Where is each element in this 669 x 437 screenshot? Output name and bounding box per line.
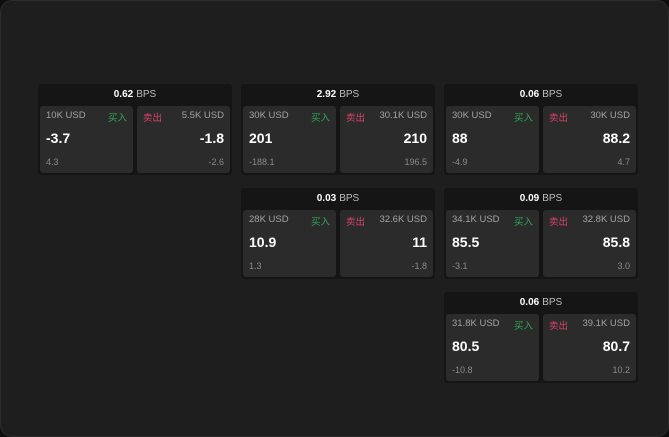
sell-price: -1.8	[199, 130, 224, 146]
sell-size: 39.1K USD	[582, 318, 630, 329]
buy-price: 88	[452, 130, 468, 146]
buy-tile[interactable]: 31.8K USD 买入 80.5 -10.8	[446, 314, 539, 381]
sell-label: 卖出	[346, 217, 366, 228]
spread-unit: BPS	[542, 193, 563, 204]
sell-tile[interactable]: 卖出 39.1K USD 80.7 10.2	[543, 314, 636, 381]
buy-label: 买入	[513, 321, 533, 332]
sell-size: 32.8K USD	[582, 214, 630, 225]
sell-tile[interactable]: 卖出 30.1K USD 210 196.5	[340, 106, 433, 173]
buy-tile[interactable]: 28K USD 买入 10.9 1.3	[243, 210, 336, 277]
buy-change: -3.1	[452, 261, 468, 271]
spread-header: 0.62 BPS	[38, 84, 232, 105]
buy-change: -10.8	[452, 365, 473, 375]
spread-value: 2.92	[316, 89, 337, 100]
sell-tile[interactable]: 卖出 5.5K USD -1.8 -2.6	[137, 106, 230, 173]
quote-card: 0.06 BPS 31.8K USD 买入 80.5 -10.8 卖出 39.1K U…	[444, 292, 638, 383]
sell-price: 85.8	[602, 234, 630, 250]
buy-size: 30K USD	[249, 110, 289, 121]
sell-change: 196.5	[404, 157, 427, 167]
sell-change: -1.8	[411, 261, 427, 271]
sell-tile[interactable]: 卖出 32.8K USD 85.8 3.0	[543, 210, 636, 277]
buy-size: 34.1K USD	[452, 214, 500, 225]
buy-label: 买入	[513, 217, 533, 228]
spread-value: 0.06	[519, 89, 540, 100]
sell-label: 卖出	[143, 113, 163, 124]
buy-tile[interactable]: 10K USD 买入 -3.7 4.3	[40, 106, 133, 173]
quote-card: 0.62 BPS 10K USD 买入 -3.7 4.3 卖出 5.5K USD -1…	[38, 84, 232, 175]
sell-change: 4.7	[617, 157, 630, 167]
sell-tile[interactable]: 卖出 30K USD 88.2 4.7	[543, 106, 636, 173]
sell-change: 3.0	[617, 261, 630, 271]
buy-change: 1.3	[249, 261, 262, 271]
sell-price: 80.7	[602, 338, 630, 354]
buy-size: 10K USD	[46, 110, 86, 121]
spread-unit: BPS	[542, 89, 563, 100]
sell-label: 卖出	[346, 113, 366, 124]
buy-price: 85.5	[452, 234, 480, 250]
sell-price: 88.2	[602, 130, 630, 146]
buy-label: 买入	[107, 113, 127, 124]
spread-header: 0.06 BPS	[444, 292, 638, 313]
sell-size: 30K USD	[590, 110, 630, 121]
buy-change: -188.1	[249, 157, 275, 167]
sell-tile[interactable]: 卖出 32.6K USD 11 -1.8	[340, 210, 433, 277]
spread-unit: BPS	[542, 297, 563, 308]
spread-value: 0.62	[113, 89, 134, 100]
sell-label: 卖出	[549, 217, 569, 228]
quote-card: 0.09 BPS 34.1K USD 买入 85.5 -3.1 卖出 32.8K US…	[444, 188, 638, 279]
buy-tile[interactable]: 30K USD 买入 88 -4.9	[446, 106, 539, 173]
spread-value: 0.09	[519, 193, 540, 204]
sell-size: 32.6K USD	[379, 214, 427, 225]
buy-label: 买入	[310, 113, 330, 124]
spread-unit: BPS	[136, 89, 157, 100]
quote-card: 0.06 BPS 30K USD 买入 88 -4.9 卖出 30K USD 88.2…	[444, 84, 638, 175]
buy-price: 201	[249, 130, 273, 146]
spread-header: 0.03 BPS	[241, 188, 435, 209]
buy-change: 4.3	[46, 157, 59, 167]
spread-unit: BPS	[339, 89, 360, 100]
spread-header: 2.92 BPS	[241, 84, 435, 105]
buy-size: 31.8K USD	[452, 318, 500, 329]
sell-size: 5.5K USD	[181, 110, 224, 121]
buy-tile[interactable]: 34.1K USD 买入 85.5 -3.1	[446, 210, 539, 277]
sell-change: 10.2	[612, 365, 630, 375]
sell-change: -2.6	[208, 157, 224, 167]
buy-price: 10.9	[249, 234, 277, 250]
spread-unit: BPS	[339, 193, 360, 204]
spread-header: 0.06 BPS	[444, 84, 638, 105]
buy-size: 30K USD	[452, 110, 492, 121]
sell-label: 卖出	[549, 113, 569, 124]
quote-card: 0.03 BPS 28K USD 买入 10.9 1.3 卖出 32.6K USD 1…	[241, 188, 435, 279]
spread-header: 0.09 BPS	[444, 188, 638, 209]
spread-value: 0.06	[519, 297, 540, 308]
sell-price: 11	[412, 234, 427, 250]
buy-price: -3.7	[46, 130, 71, 146]
buy-label: 买入	[310, 217, 330, 228]
buy-price: 80.5	[452, 338, 480, 354]
sell-label: 卖出	[549, 321, 569, 332]
spread-value: 0.03	[316, 193, 337, 204]
buy-size: 28K USD	[249, 214, 289, 225]
quote-card: 2.92 BPS 30K USD 买入 201 -188.1 卖出 30.1K USD…	[241, 84, 435, 175]
buy-tile[interactable]: 30K USD 买入 201 -188.1	[243, 106, 336, 173]
buy-label: 买入	[513, 113, 533, 124]
sell-size: 30.1K USD	[379, 110, 427, 121]
buy-change: -4.9	[452, 157, 468, 167]
sell-price: 210	[403, 130, 427, 146]
